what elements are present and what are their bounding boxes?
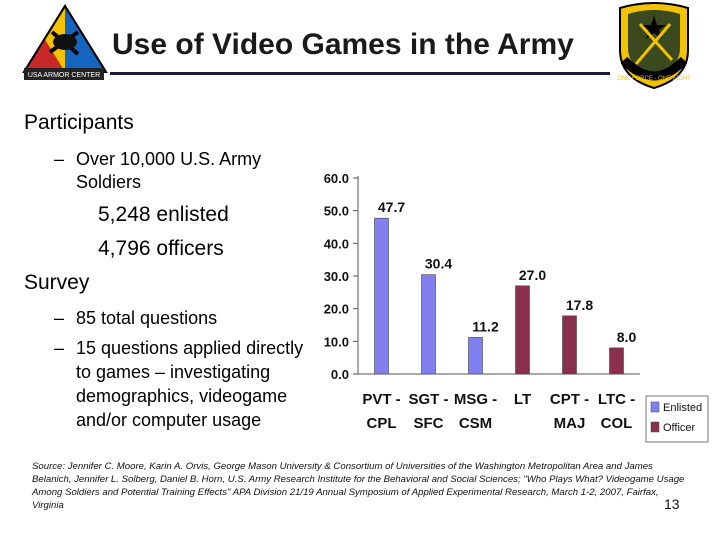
slide-title: Use of Video Games in the Army: [112, 28, 574, 61]
bar: [562, 315, 577, 375]
x-tick-label: CSM: [459, 415, 492, 432]
y-tick-label: 50.0: [324, 204, 349, 219]
bullet-survey: Survey: [24, 271, 90, 294]
bar-value-label: 27.0: [519, 267, 546, 283]
x-tick-label: COL: [601, 415, 633, 432]
legend-box: [645, 395, 709, 443]
bullet-survey-sub2: – 15 questions applied directly to games…: [54, 336, 316, 432]
bullet-participants-sub: – Over 10,000 U.S. Army Soldiers: [54, 148, 306, 194]
legend-swatch: [650, 421, 660, 433]
y-tick-label: 60.0: [324, 171, 349, 186]
x-tick-label: LT: [514, 391, 531, 408]
bar-value-label: 30.4: [425, 256, 452, 272]
x-tick-label: PVT -: [362, 391, 400, 408]
bar-chart: 0.0 10.0 20.0 30.0 40.0 50.0 60.0 47.7 PVT - CPL 3…: [324, 171, 709, 443]
legend-label: Officer: [663, 422, 696, 434]
page-number: 13: [664, 496, 680, 512]
source-citation: Source: Jennifer C. Moore, Karin A. Orvi…: [32, 461, 685, 511]
legend-swatch: [650, 401, 660, 413]
legend-label: Enlisted: [663, 402, 702, 414]
bullet-enlisted: 5,248 enlisted: [98, 203, 229, 226]
x-tick-label: MAJ: [554, 415, 586, 432]
y-tick-label: 30.0: [324, 269, 349, 284]
bullet-participants: Participants: [24, 111, 134, 134]
bar: [609, 347, 624, 375]
x-tick-label: CPT -: [550, 391, 589, 408]
bar: [374, 217, 389, 375]
bar-value-label: 8.0: [617, 329, 637, 345]
bullet-dash: –: [54, 338, 65, 358]
x-tick-label: SGT -: [409, 391, 449, 408]
y-tick-label: 20.0: [324, 302, 349, 317]
armor-center-logo: USA ARMOR CENTER: [22, 4, 108, 80]
bar: [468, 337, 483, 375]
y-tick-label: 40.0: [324, 236, 349, 251]
x-tick-label: SFC: [414, 415, 444, 432]
bullet-survey-sub1: – 85 total questions: [54, 307, 306, 330]
y-tick-label: 0.0: [331, 367, 349, 382]
title-divider: [110, 72, 610, 75]
army-unit-insignia: ONE FORCE - ONE FIGHT: [617, 2, 691, 90]
bullet-officers: 4,796 officers: [98, 237, 224, 260]
x-tick-label: MSG -: [454, 391, 497, 408]
bar-value-label: 11.2: [472, 318, 499, 334]
bar-value-label: 17.8: [566, 297, 593, 313]
bar-value-label: 47.7: [378, 199, 405, 215]
x-tick-label: CPL: [367, 415, 397, 432]
armor-center-logo-caption: USA ARMOR CENTER: [28, 72, 100, 79]
y-tick-label: 10.0: [324, 334, 349, 349]
bar: [515, 285, 530, 375]
x-tick-label: LTC -: [598, 391, 635, 408]
bullet-dash: –: [54, 308, 65, 328]
bar: [421, 274, 436, 375]
bullet-dash: –: [54, 149, 65, 169]
bullet-survey-sub1-text: 85 total questions: [76, 308, 218, 328]
army-unit-insignia-caption: ONE FORCE - ONE FIGHT: [617, 76, 691, 82]
bullet-participants-sub-text: Over 10,000 U.S. Army Soldiers: [76, 149, 262, 192]
bullet-survey-sub2-text: 15 questions applied directly to games –…: [76, 338, 304, 430]
